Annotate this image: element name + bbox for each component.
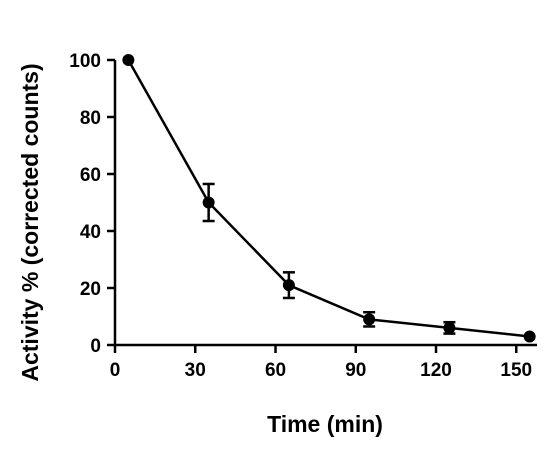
x-tick-label: 30 bbox=[185, 360, 206, 381]
y-tick-label: 60 bbox=[80, 165, 101, 186]
x-tick-label: 120 bbox=[420, 360, 452, 381]
axes bbox=[113, 60, 537, 347]
data-point bbox=[202, 196, 215, 209]
data-point bbox=[122, 54, 135, 66]
x-tick-label: 60 bbox=[265, 360, 286, 381]
x-ticks: 0 30 60 90 120 150 bbox=[110, 345, 532, 381]
y-axis-title: Activity % (corrected counts) bbox=[17, 63, 43, 381]
y-tick-label: 0 bbox=[90, 336, 101, 357]
data-point bbox=[282, 279, 295, 292]
data-point bbox=[523, 330, 536, 343]
x-axis-title: Time (min) bbox=[267, 411, 383, 437]
x-tick-label: 0 bbox=[110, 360, 121, 381]
series-line bbox=[127, 59, 530, 338]
data-point bbox=[363, 313, 376, 326]
x-tick-label: 90 bbox=[345, 360, 366, 381]
y-tick-label: 100 bbox=[69, 51, 101, 72]
y-tick-label: 20 bbox=[80, 279, 101, 300]
y-tick-label: 40 bbox=[80, 222, 101, 243]
data-point bbox=[443, 321, 456, 334]
x-tick-label: 150 bbox=[500, 360, 532, 381]
y-tick-label: 80 bbox=[80, 108, 101, 129]
plot-area bbox=[122, 54, 536, 343]
y-ticks: 0 20 40 60 80 100 bbox=[69, 51, 115, 357]
